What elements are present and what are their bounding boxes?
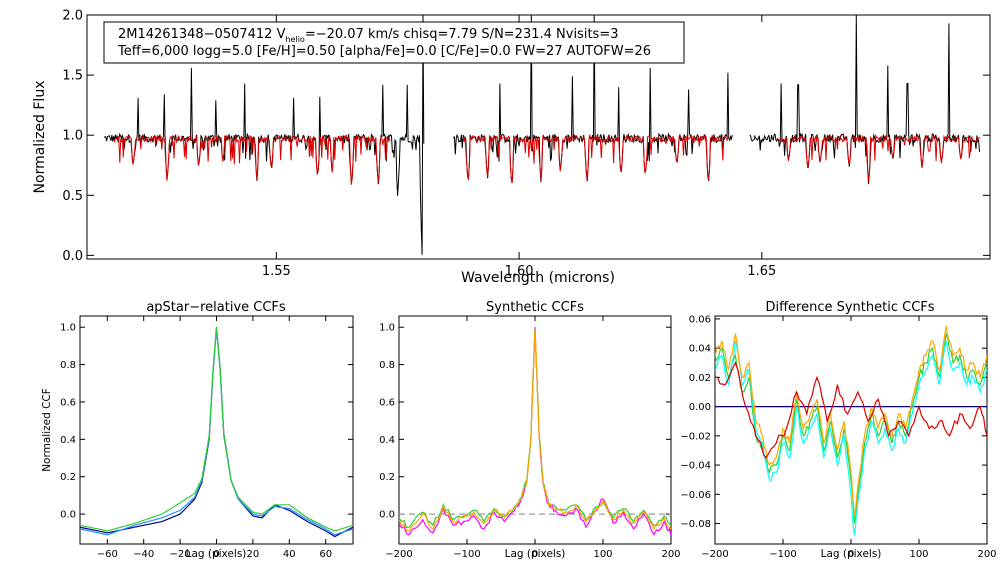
info-box (103, 21, 685, 64)
ccf-synthetic-x-axis-label: Lag (pixels) (505, 548, 566, 560)
x-tick-label: 0 (848, 549, 854, 560)
info-line-2: Teff=6,000 logg=5.0 [Fe/H]=0.50 [alpha/F… (117, 44, 651, 59)
y-tick-label: −0.04 (680, 461, 711, 472)
y-tick-label: 0.6 (379, 397, 395, 408)
ccf-series-line-visit-3 (80, 327, 353, 532)
ccf-series-group (715, 326, 987, 536)
ccf-series-line-residual (715, 361, 987, 459)
x-tick-label: 1.55 (262, 264, 291, 279)
y-tick-label: 0.5 (62, 189, 83, 204)
y-tick-label: 0.02 (689, 373, 711, 384)
ccf-series-line-visit-3 (715, 326, 987, 517)
x-tick-label: 100 (909, 549, 928, 560)
ccf-series-line-visit-2 (715, 340, 987, 536)
x-tick-label: −200 (701, 549, 728, 560)
y-tick-label: 0.0 (62, 249, 83, 264)
y-tick-label: −0.08 (680, 519, 711, 530)
info-line-1: 2M14261348−0507412 Vhelio=−20.07 km/s ch… (118, 27, 618, 44)
x-tick-label: 0 (532, 549, 538, 560)
y-tick-label: 1.0 (60, 323, 76, 334)
ccf-apstar-frame (79, 315, 354, 545)
x-tick-label: 1.60 (505, 264, 534, 279)
ccf-series-line-visit-1 (399, 327, 671, 536)
ccf-series-line-visit-2 (80, 329, 353, 536)
ccf-synthetic-frame (398, 315, 672, 545)
y-tick-label: 0.06 (689, 314, 711, 325)
spectrum-y-axis-label: Normalized Flux (32, 81, 48, 194)
x-tick-label: −100 (453, 549, 480, 560)
spectrum-axes: 1.55 1.60 1.65 0.0 0.5 1.0 1.5 2.0 (62, 9, 990, 279)
ccf-apstar-x-axis-label: Lag (pixels) (186, 548, 247, 560)
y-tick-label: 0.8 (60, 360, 76, 371)
x-tick-label: 60 (319, 549, 332, 560)
x-tick-label: −100 (769, 549, 796, 560)
model-spectrum-line (113, 134, 391, 185)
ccf-apstar-title: apStar−relative CCFs (146, 300, 286, 315)
y-tick-label: 0.4 (60, 435, 76, 446)
y-tick-label: 1.5 (62, 69, 83, 84)
ccf-series-line-visit-1 (80, 327, 353, 538)
spectrum-plot-frame (86, 14, 991, 260)
y-tick-label: −0.02 (680, 431, 711, 442)
x-tick-label: 200 (661, 549, 680, 560)
y-tick-label: 0.04 (689, 344, 711, 355)
ccf-synthetic-data: −200 −100 0 100 200 0.0 0.2 0.4 0.6 0.8 1.0 (379, 316, 681, 560)
ccf-apstar-y-axis-label: Normalized CCF (41, 388, 53, 472)
ccf-apstar-data: −60 −40 −20 0 20 40 60 0.0 0.2 0.4 0.6 0.8 1.0 (60, 316, 353, 560)
ccf-apstar-panel: apStar−relative CCFs −60 −40 −20 0 20 40 60 0.0… (41, 300, 354, 560)
x-tick-label: −200 (385, 549, 412, 560)
ccf-diff-panel: Difference Synthetic CCFs −200 −100 0 100 20… (680, 300, 996, 560)
x-tick-label: 20 (247, 549, 260, 560)
ccf-synthetic-panel: Synthetic CCFs −200 −100 0 100 200 0.0 0.2 0.4 0… (379, 300, 680, 560)
y-tick-label: 2.0 (62, 9, 83, 24)
model-spectrum-line (462, 134, 729, 184)
ccf-synthetic-title: Synthetic CCFs (486, 300, 584, 315)
observed-spectrum-line (103, 15, 425, 255)
ccf-series-line-visit-3 (399, 329, 671, 532)
y-tick-label: 1.0 (62, 129, 83, 144)
y-tick-label: −0.06 (680, 490, 711, 501)
x-tick-label: 1.65 (747, 264, 776, 279)
y-tick-label: 1.0 (379, 323, 395, 334)
y-tick-label: 0.0 (379, 510, 395, 521)
x-tick-label: 40 (283, 549, 296, 560)
y-tick-label: 0.8 (379, 360, 395, 371)
x-tick-label: −20 (170, 549, 191, 560)
y-tick-label: 0.6 (60, 397, 76, 408)
x-tick-label: 0 (213, 549, 219, 560)
ccf-diff-x-axis-label: Lag (pixels) (821, 548, 882, 560)
ccf-series-line-visit-2 (399, 329, 671, 529)
x-tick-label: 200 (977, 549, 996, 560)
x-tick-label: −60 (97, 549, 118, 560)
y-tick-label: 0.2 (60, 472, 76, 483)
y-tick-label: 0.00 (689, 402, 711, 413)
spectrum-panel: 1.55 1.60 1.65 0.0 0.5 1.0 1.5 2.0 2M14261348−0… (32, 9, 991, 286)
observed-spectrum-line (749, 15, 980, 185)
spectrum-data (103, 15, 980, 255)
y-tick-label: 0.2 (379, 472, 395, 483)
y-tick-label: 0.0 (60, 510, 76, 521)
x-tick-label: 100 (593, 549, 612, 560)
ccf-series-group (399, 327, 671, 536)
ccf-series-group (80, 327, 353, 538)
ccf-diff-data: −200 −100 0 100 200 −0.08 −0.06 −0.04 −0.02 0.00 0… (680, 314, 996, 560)
x-tick-label: −40 (133, 549, 154, 560)
y-tick-label: 0.4 (379, 435, 395, 446)
ccf-diff-title: Difference Synthetic CCFs (765, 300, 934, 315)
spectrum-x-axis-label: Wavelength (microns) (461, 270, 615, 286)
model-spectrum-line (778, 133, 980, 183)
